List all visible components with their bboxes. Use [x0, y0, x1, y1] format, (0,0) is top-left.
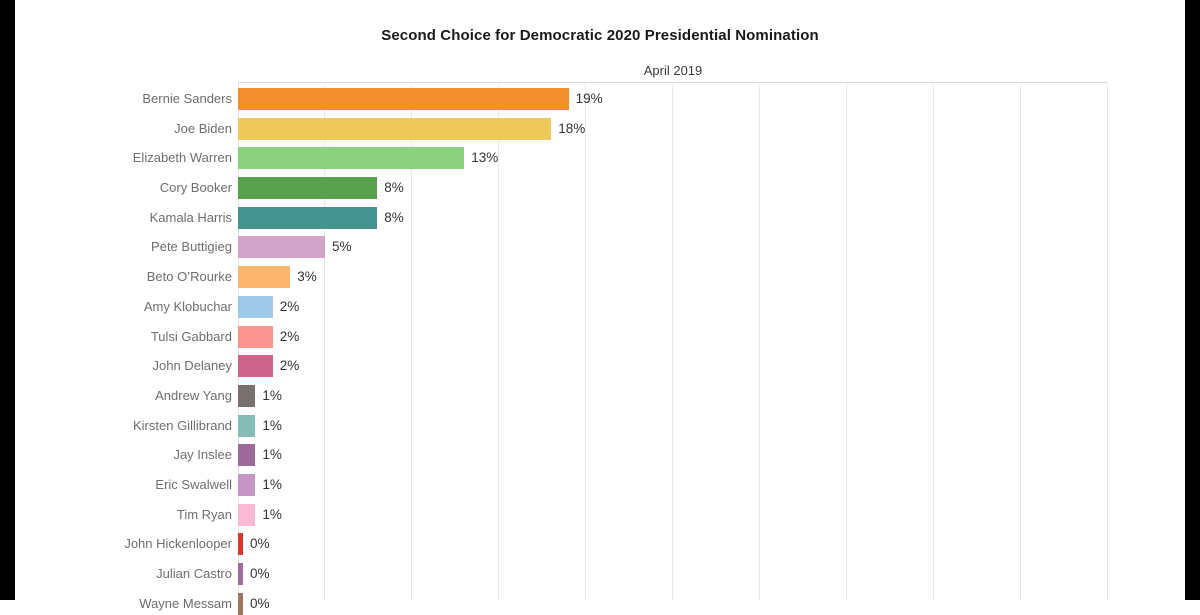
value-label: 2%	[279, 328, 300, 344]
bar	[238, 533, 243, 556]
gridline	[846, 82, 847, 600]
value-label: 1%	[262, 387, 282, 403]
value-label: 0%	[250, 595, 270, 611]
bar	[238, 295, 273, 318]
category-label: Tulsi Gabbard	[150, 328, 232, 344]
value-label: 1%	[262, 506, 282, 522]
bar	[238, 444, 256, 467]
value-label: 5%	[332, 239, 352, 255]
category-label: Tim Ryan	[176, 506, 232, 522]
value-label: 8%	[384, 209, 404, 225]
value-label: 19%	[575, 91, 603, 106]
category-label: Wayne Messam	[139, 595, 232, 611]
plot-top-border	[238, 82, 1108, 83]
bar	[238, 563, 243, 586]
letterbox-left	[0, 0, 15, 600]
bar	[238, 117, 552, 140]
category-label: Andrew Yang	[155, 387, 232, 403]
category-label: Bernie Sanders	[142, 91, 232, 106]
gridline	[324, 82, 325, 600]
value-label: 0%	[250, 536, 270, 552]
value-label: 3%	[297, 269, 317, 285]
value-label: 1%	[262, 417, 282, 433]
category-label: Jay Inslee	[173, 447, 232, 463]
bar	[238, 503, 256, 526]
category-label: Cory Booker	[159, 180, 232, 196]
value-label: 13%	[471, 150, 499, 166]
bar	[238, 88, 569, 110]
bar	[238, 206, 378, 229]
value-label: 1%	[262, 476, 282, 492]
chart-title: Second Choice for Democratic 2020 Presid…	[381, 27, 819, 44]
bar	[238, 592, 243, 615]
bar	[238, 236, 325, 259]
gridline	[759, 82, 760, 600]
category-label: Joe Biden	[174, 120, 232, 136]
category-labels: Bernie Sanders Joe Biden Elizabeth Warren C…	[0, 82, 233, 611]
category-label: Beto O’Rourke	[146, 269, 232, 285]
gridline	[585, 82, 586, 600]
chart-subtitle: April 2019	[643, 63, 703, 78]
gridline	[672, 82, 673, 600]
category-label: Pete Buttigieg	[151, 239, 232, 255]
gridline	[498, 82, 499, 600]
gridline	[411, 82, 412, 600]
bar	[238, 325, 273, 348]
value-label: 2%	[279, 358, 300, 374]
category-label: Julian Castro	[156, 566, 232, 582]
letterbox-right	[1185, 0, 1200, 600]
category-label: Elizabeth Warren	[132, 150, 232, 166]
bar	[238, 384, 256, 407]
value-label: 0%	[250, 566, 270, 582]
category-label: Kirsten Gillibrand	[133, 417, 232, 433]
gridline	[1107, 82, 1108, 600]
category-label: Kamala Harris	[149, 209, 232, 225]
category-label: Amy Klobuchar	[143, 298, 232, 314]
bar	[238, 414, 256, 437]
bar	[238, 147, 465, 170]
bar	[238, 266, 291, 289]
category-label: John Delaney	[152, 358, 233, 374]
gridline	[1020, 82, 1021, 600]
category-label: John Hickenlooper	[124, 536, 232, 552]
value-label: 8%	[384, 180, 404, 196]
gridline	[933, 82, 934, 600]
plot-area: 19% 18% 13% 8% 8% 5% 3% 2% 2% 2% 1% 1% 1% 1% 1% 0% 0% 0%	[238, 82, 1108, 615]
value-label: 18%	[558, 120, 586, 136]
category-label: Eric Swalwell	[155, 476, 232, 492]
bar	[238, 355, 273, 378]
bar	[238, 177, 378, 200]
value-label: 2%	[279, 298, 300, 314]
bar	[238, 473, 256, 496]
value-label: 1%	[262, 447, 282, 463]
